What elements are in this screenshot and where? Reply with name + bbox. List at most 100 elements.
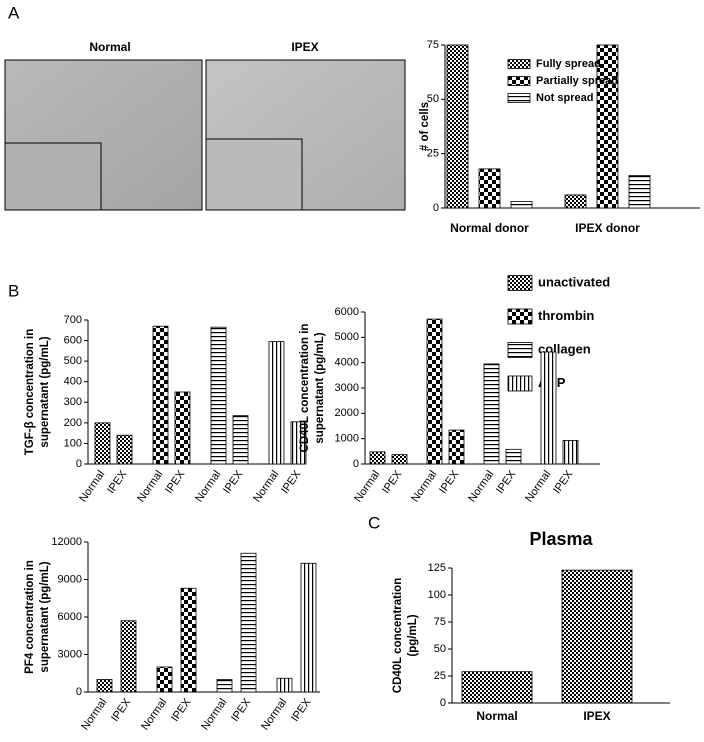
y-tick-label: 12000 (51, 536, 82, 548)
legend-label: unactivated (538, 274, 610, 289)
bar (268, 341, 285, 465)
y-tick-label: 3000 (335, 382, 359, 394)
panel-label: C (368, 513, 380, 532)
x-tick-label: IPEX (494, 468, 519, 496)
y-tick-label: 500 (64, 355, 82, 367)
legend-swatch (507, 308, 533, 325)
y-axis-label: CD40L concentration in (299, 324, 311, 453)
y-tick-label: 600 (64, 334, 82, 346)
micrograph-label: Normal (89, 40, 130, 54)
x-tick-label: Normal (466, 469, 496, 505)
bar (232, 415, 249, 465)
y-tick-label: 5000 (335, 331, 359, 343)
bar (96, 679, 113, 693)
bar (540, 351, 557, 465)
bar (210, 326, 227, 465)
x-tick-label: Normal (409, 469, 439, 505)
y-tick-label: 0 (353, 458, 359, 470)
y-axis-label: TGF-β concentration in (24, 329, 36, 456)
x-tick-label: Normal (476, 709, 517, 723)
y-axis-label: supernatant (pg/mL) (39, 561, 51, 672)
legend-swatch (507, 93, 531, 103)
x-tick-label: Normal (259, 697, 289, 733)
bar (446, 44, 469, 209)
y-tick-label: 300 (64, 396, 82, 408)
y-tick-label: 100 (428, 589, 446, 601)
bar (510, 201, 533, 209)
bar (461, 671, 533, 704)
y-tick-label: 125 (428, 562, 446, 574)
y-axis-label: supernatant (pg/mL) (314, 332, 326, 443)
legend-swatch (507, 76, 531, 86)
bar (152, 325, 169, 465)
bar (505, 448, 522, 465)
x-tick-label: Normal (251, 469, 281, 505)
y-tick-label: 200 (64, 417, 82, 429)
bar (174, 391, 191, 465)
x-tick-label: IPEX (169, 696, 194, 724)
y-tick-label: 0 (440, 697, 446, 709)
y-tick-label: 100 (64, 437, 82, 449)
bar (156, 666, 173, 693)
y-tick-label: 4000 (335, 357, 359, 369)
micrograph-inset (205, 138, 303, 211)
bar (561, 569, 633, 704)
legend-swatch (507, 275, 533, 291)
y-axis-label: supernatant (pg/mL) (39, 336, 51, 447)
y-tick-label: 25 (427, 148, 439, 160)
legend-label: Partially spread (536, 75, 618, 87)
bar (369, 451, 386, 465)
x-tick-label: IPEX (163, 468, 188, 496)
y-axis-label: (pg/mL) (407, 614, 419, 656)
bar (180, 587, 197, 693)
y-axis-label: PF4 concentration in (24, 560, 36, 674)
bar (116, 434, 133, 465)
bar (300, 562, 317, 693)
x-tick-label: IPEX (437, 468, 462, 496)
legend-label: Fully spread (536, 58, 601, 70)
x-tick-label: Normal (193, 469, 223, 505)
y-tick-label: 2000 (335, 407, 359, 419)
y-axis-label: CD40L concentration (392, 578, 404, 693)
y-tick-label: 700 (64, 314, 82, 326)
x-tick-label: Normal (352, 469, 382, 505)
micrograph-label: IPEX (291, 40, 318, 54)
y-tick-label: 75 (427, 39, 439, 51)
bar (120, 620, 137, 693)
legend-label: thrombin (538, 308, 594, 323)
x-tick-label: IPEX (229, 696, 254, 724)
x-tick-label: IPEX (551, 468, 576, 496)
y-tick-label: 0 (76, 686, 82, 698)
x-tick-label: IPEX (105, 468, 130, 496)
bar (628, 174, 651, 209)
y-tick-label: 0 (433, 202, 439, 214)
legend-swatch (507, 342, 533, 358)
bar (276, 677, 293, 693)
x-tick-label: IPEX (289, 696, 314, 724)
bar (596, 44, 619, 209)
bar (448, 429, 465, 465)
y-tick-label: 25 (434, 670, 446, 682)
panel-label: A (8, 3, 20, 22)
bar (240, 552, 257, 693)
bar (478, 168, 501, 209)
x-tick-label: Normal (79, 697, 109, 733)
bar (94, 422, 111, 465)
y-tick-label: 6000 (335, 306, 359, 318)
bar (216, 679, 233, 693)
bar (564, 194, 587, 209)
x-tick-label: IPEX (583, 709, 610, 723)
x-tick-label: Normal (523, 469, 553, 505)
x-tick-label: IPEX (109, 696, 134, 724)
x-tick-label: IPEX donor (575, 221, 640, 235)
y-tick-label: 6000 (58, 611, 82, 623)
legend-swatch (507, 59, 531, 69)
y-axis-label: # of cells (419, 102, 431, 151)
bar (426, 318, 443, 465)
legend-swatch (507, 375, 533, 392)
panel-label: B (8, 281, 19, 300)
micrograph-inset (4, 142, 102, 211)
x-tick-label: IPEX (279, 468, 304, 496)
bar (562, 440, 579, 465)
